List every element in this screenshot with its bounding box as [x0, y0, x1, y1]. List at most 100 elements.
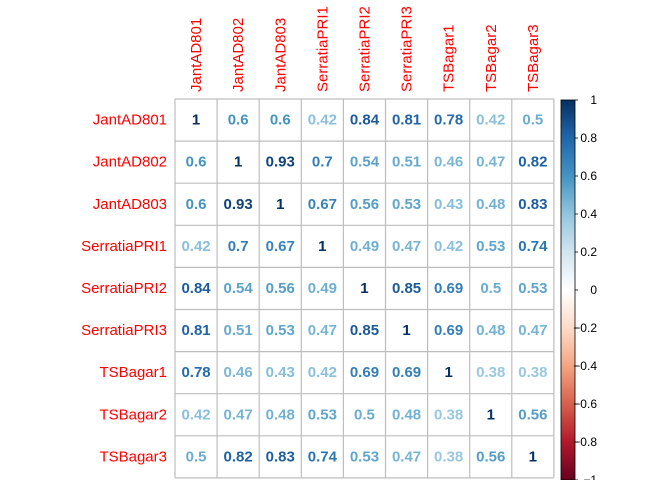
row-label: TSBagar3 — [99, 448, 167, 465]
cell-value: 0.48 — [392, 406, 421, 423]
cell-value: 0.43 — [266, 364, 295, 381]
column-label: JantAD802 — [230, 18, 247, 92]
row-label: TSBagar2 — [99, 406, 167, 423]
legend-tick-label: −0.8 — [573, 435, 597, 449]
cell-values: 1 0.6 0.6 0.42 0.84 0.81 0.78 0.42 0.5 0.6 1 0.93 0.… — [181, 112, 548, 466]
cell-value: 0.53 — [266, 322, 295, 339]
cell-value: 1 — [360, 280, 368, 297]
cell-value: 0.47 — [392, 238, 421, 255]
row-label: TSBagar1 — [99, 364, 167, 381]
cell-value: 0.69 — [434, 322, 463, 339]
cell-value: 0.81 — [181, 322, 210, 339]
cell-value: 0.5 — [480, 280, 501, 297]
cell-value: 0.74 — [518, 238, 548, 255]
cell-value: 0.83 — [266, 448, 295, 465]
cell-value: 0.46 — [434, 154, 463, 171]
cell-value: 0.69 — [434, 280, 463, 297]
row-label: SerratiaPRI2 — [81, 280, 167, 297]
cell-value: 0.6 — [270, 112, 291, 129]
cell-value: 0.48 — [476, 196, 505, 213]
legend-tick-label: 0.4 — [580, 207, 597, 221]
cell-value: 0.81 — [392, 112, 421, 129]
cell-value: 1 — [402, 322, 410, 339]
cell-value: 0.47 — [518, 322, 547, 339]
column-label: JantAD803 — [272, 18, 289, 92]
cell-value: 0.42 — [308, 112, 337, 129]
column-label: SerratiaPRI1 — [314, 6, 331, 92]
cell-value: 0.67 — [308, 196, 337, 213]
legend-tick-label: 1 — [590, 93, 597, 107]
row-label: JantAD802 — [93, 154, 167, 171]
legend-tick-label: 0 — [590, 283, 597, 297]
legend-tick-label: 0.2 — [580, 245, 597, 259]
legend-tick-label: −1 — [583, 473, 597, 480]
cell-value: 0.53 — [308, 406, 337, 423]
cell-value: 0.85 — [350, 322, 379, 339]
cell-value: 0.47 — [224, 406, 253, 423]
column-label: TSBagar2 — [483, 24, 500, 92]
cell-value: 0.51 — [224, 322, 253, 339]
cell-value: 0.84 — [181, 280, 211, 297]
cell-value: 0.69 — [350, 364, 379, 381]
cell-value: 0.38 — [476, 364, 505, 381]
color-legend: 1 0.8 0.6 0.4 0.2 0 −0.2 −0.4 −0.6 −0.8 −1 — [560, 93, 597, 485]
cell-value: 0.51 — [392, 154, 421, 171]
cell-value: 0.42 — [434, 238, 463, 255]
cell-value: 0.74 — [308, 448, 338, 465]
row-label: JantAD801 — [93, 112, 167, 129]
cell-value: 0.53 — [476, 238, 505, 255]
cell-value: 0.38 — [518, 364, 547, 381]
cell-value: 0.83 — [518, 196, 547, 213]
column-labels: JantAD801 JantAD802 JantAD803 SerratiaPRI1 S… — [188, 6, 542, 92]
legend-tick-label: 0.6 — [580, 169, 597, 183]
cell-value: 0.56 — [518, 406, 547, 423]
cell-value: 1 — [318, 238, 326, 255]
cell-value: 1 — [234, 154, 242, 171]
cell-value: 0.56 — [266, 280, 295, 297]
cell-value: 0.48 — [266, 406, 295, 423]
cell-value: 0.53 — [350, 448, 379, 465]
cell-value: 0.85 — [392, 280, 421, 297]
cell-value: 0.7 — [312, 154, 333, 171]
column-label: TSBagar3 — [525, 24, 542, 92]
column-label: SerratiaPRI3 — [399, 6, 416, 92]
cell-value: 1 — [444, 364, 452, 381]
cell-value: 0.42 — [181, 238, 210, 255]
cell-value: 0.82 — [224, 448, 253, 465]
cell-value: 0.6 — [186, 154, 207, 171]
cell-value: 0.54 — [350, 154, 380, 171]
cell-value: 0.5 — [522, 112, 543, 129]
legend-tick-label: −0.2 — [573, 321, 597, 335]
cell-value: 0.48 — [476, 322, 505, 339]
legend-color-bar — [560, 99, 576, 481]
cell-value: 0.38 — [434, 406, 463, 423]
cell-value: 0.47 — [476, 154, 505, 171]
cell-value: 0.82 — [518, 154, 547, 171]
row-label: SerratiaPRI1 — [81, 238, 167, 255]
cell-value: 0.6 — [186, 196, 207, 213]
cell-value: 1 — [276, 196, 284, 213]
cell-value: 0.47 — [392, 448, 421, 465]
legend-tick-label: 0.8 — [580, 131, 597, 145]
cell-value: 0.5 — [354, 406, 375, 423]
cell-value: 0.54 — [224, 280, 254, 297]
cell-value: 0.7 — [228, 238, 249, 255]
cell-value: 1 — [529, 448, 537, 465]
row-label: JantAD803 — [93, 196, 167, 213]
cell-value: 0.43 — [434, 196, 463, 213]
column-label: SerratiaPRI2 — [356, 6, 373, 92]
cell-value: 1 — [192, 112, 200, 129]
row-label: SerratiaPRI3 — [81, 322, 167, 339]
column-label: TSBagar1 — [441, 24, 458, 92]
cell-value: 0.78 — [181, 364, 210, 381]
legend-tick-label: −0.4 — [573, 359, 597, 373]
cell-value: 0.93 — [224, 196, 253, 213]
cell-value: 0.49 — [308, 280, 337, 297]
row-labels: JantAD801 JantAD802 JantAD803 SerratiaPRI1 S… — [81, 112, 167, 466]
cell-value: 0.56 — [476, 448, 505, 465]
cell-value: 0.42 — [181, 406, 210, 423]
cell-value: 0.93 — [266, 154, 295, 171]
cell-value: 0.42 — [476, 112, 505, 129]
cell-value: 0.53 — [518, 280, 547, 297]
